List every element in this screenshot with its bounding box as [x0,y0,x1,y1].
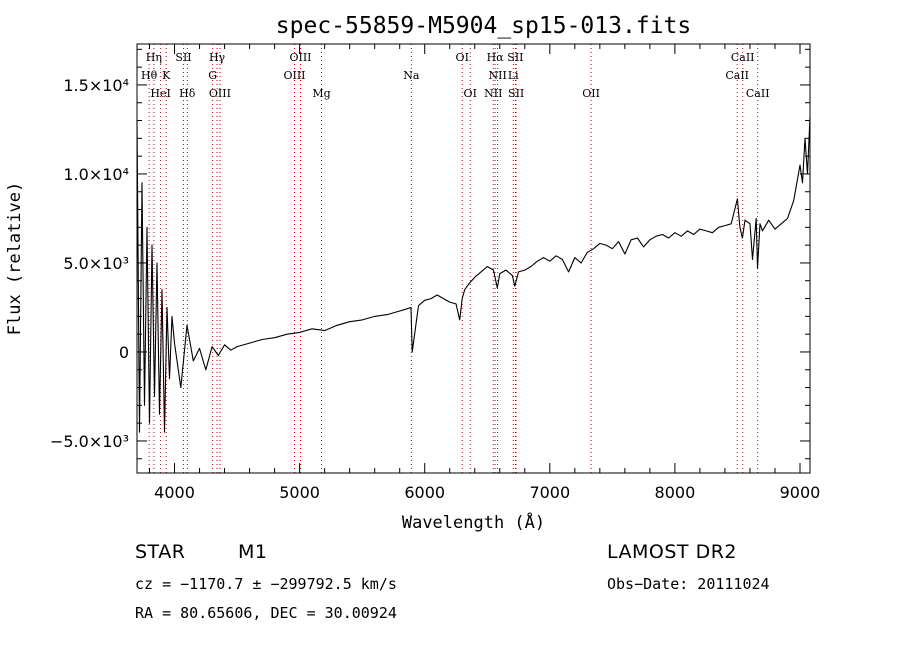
coordinates-text: RA = 80.65606, DEC = 30.00924 [135,604,397,622]
line-marker-label: NII [488,69,506,82]
object-class: STAR [135,541,186,563]
line-marker-label: CaII [746,87,770,100]
line-marker-label: CaII [725,69,749,82]
line-marker-label: Hθ [141,69,158,82]
line-marker-label: SII [508,87,524,100]
line-marker-label: OIII [283,69,305,82]
line-marker-label: K [162,69,171,82]
line-marker-label: OI [456,51,469,64]
survey-name: LAMOST DR2 [607,541,737,563]
x-axis-label: Wavelength (Å) [402,511,545,533]
line-marker-label: Li [508,69,519,82]
x-tick-label: 6000 [404,483,445,502]
line-marker-label: OII [582,87,600,100]
chart-title: spec-55859-M5904_sp15-013.fits [276,13,691,39]
y-tick-label: 0 [119,343,129,362]
y-tick-label: 5.0×10³ [63,254,129,273]
line-marker-label: Mg [312,87,330,100]
line-marker-label: OIII [289,51,311,64]
y-tick-label: 1.5×10⁴ [63,76,129,95]
redshift-text: cz = −1170.7 ± −299792.5 km/s [135,575,397,593]
spectrum-series-line [136,116,811,433]
line-marker-label: SII [175,51,191,64]
line-marker-label: Hη [146,51,162,64]
line-marker-label: SII [507,51,523,64]
line-marker-label: G [208,69,217,82]
line-marker-label: HeI [150,87,170,100]
plot-frame [136,43,811,474]
y-tick-label: 1.0×10⁴ [63,165,129,184]
line-marker-label: NII [484,87,502,100]
line-marker-label: OI [464,87,477,100]
line-marker-label: CaII [731,51,755,64]
x-tick-label: 7000 [529,483,570,502]
y-axis-label: Flux (relative) [5,182,25,336]
line-marker-label: Hα [487,51,505,64]
x-tick-label: 9000 [780,483,821,502]
object-subclass: M1 [238,541,268,563]
y-tick-label: −5.0×10³ [50,432,129,451]
line-marker-label: Hδ [179,87,196,100]
line-marker-label: OIII [209,87,231,100]
x-tick-label: 8000 [655,483,696,502]
x-tick-label: 4000 [154,483,195,502]
x-tick-label: 5000 [279,483,320,502]
line-marker-label: Hγ [209,51,226,64]
obs-date-text: Obs−Date: 20111024 [607,575,770,593]
line-marker-label: Na [403,69,420,82]
